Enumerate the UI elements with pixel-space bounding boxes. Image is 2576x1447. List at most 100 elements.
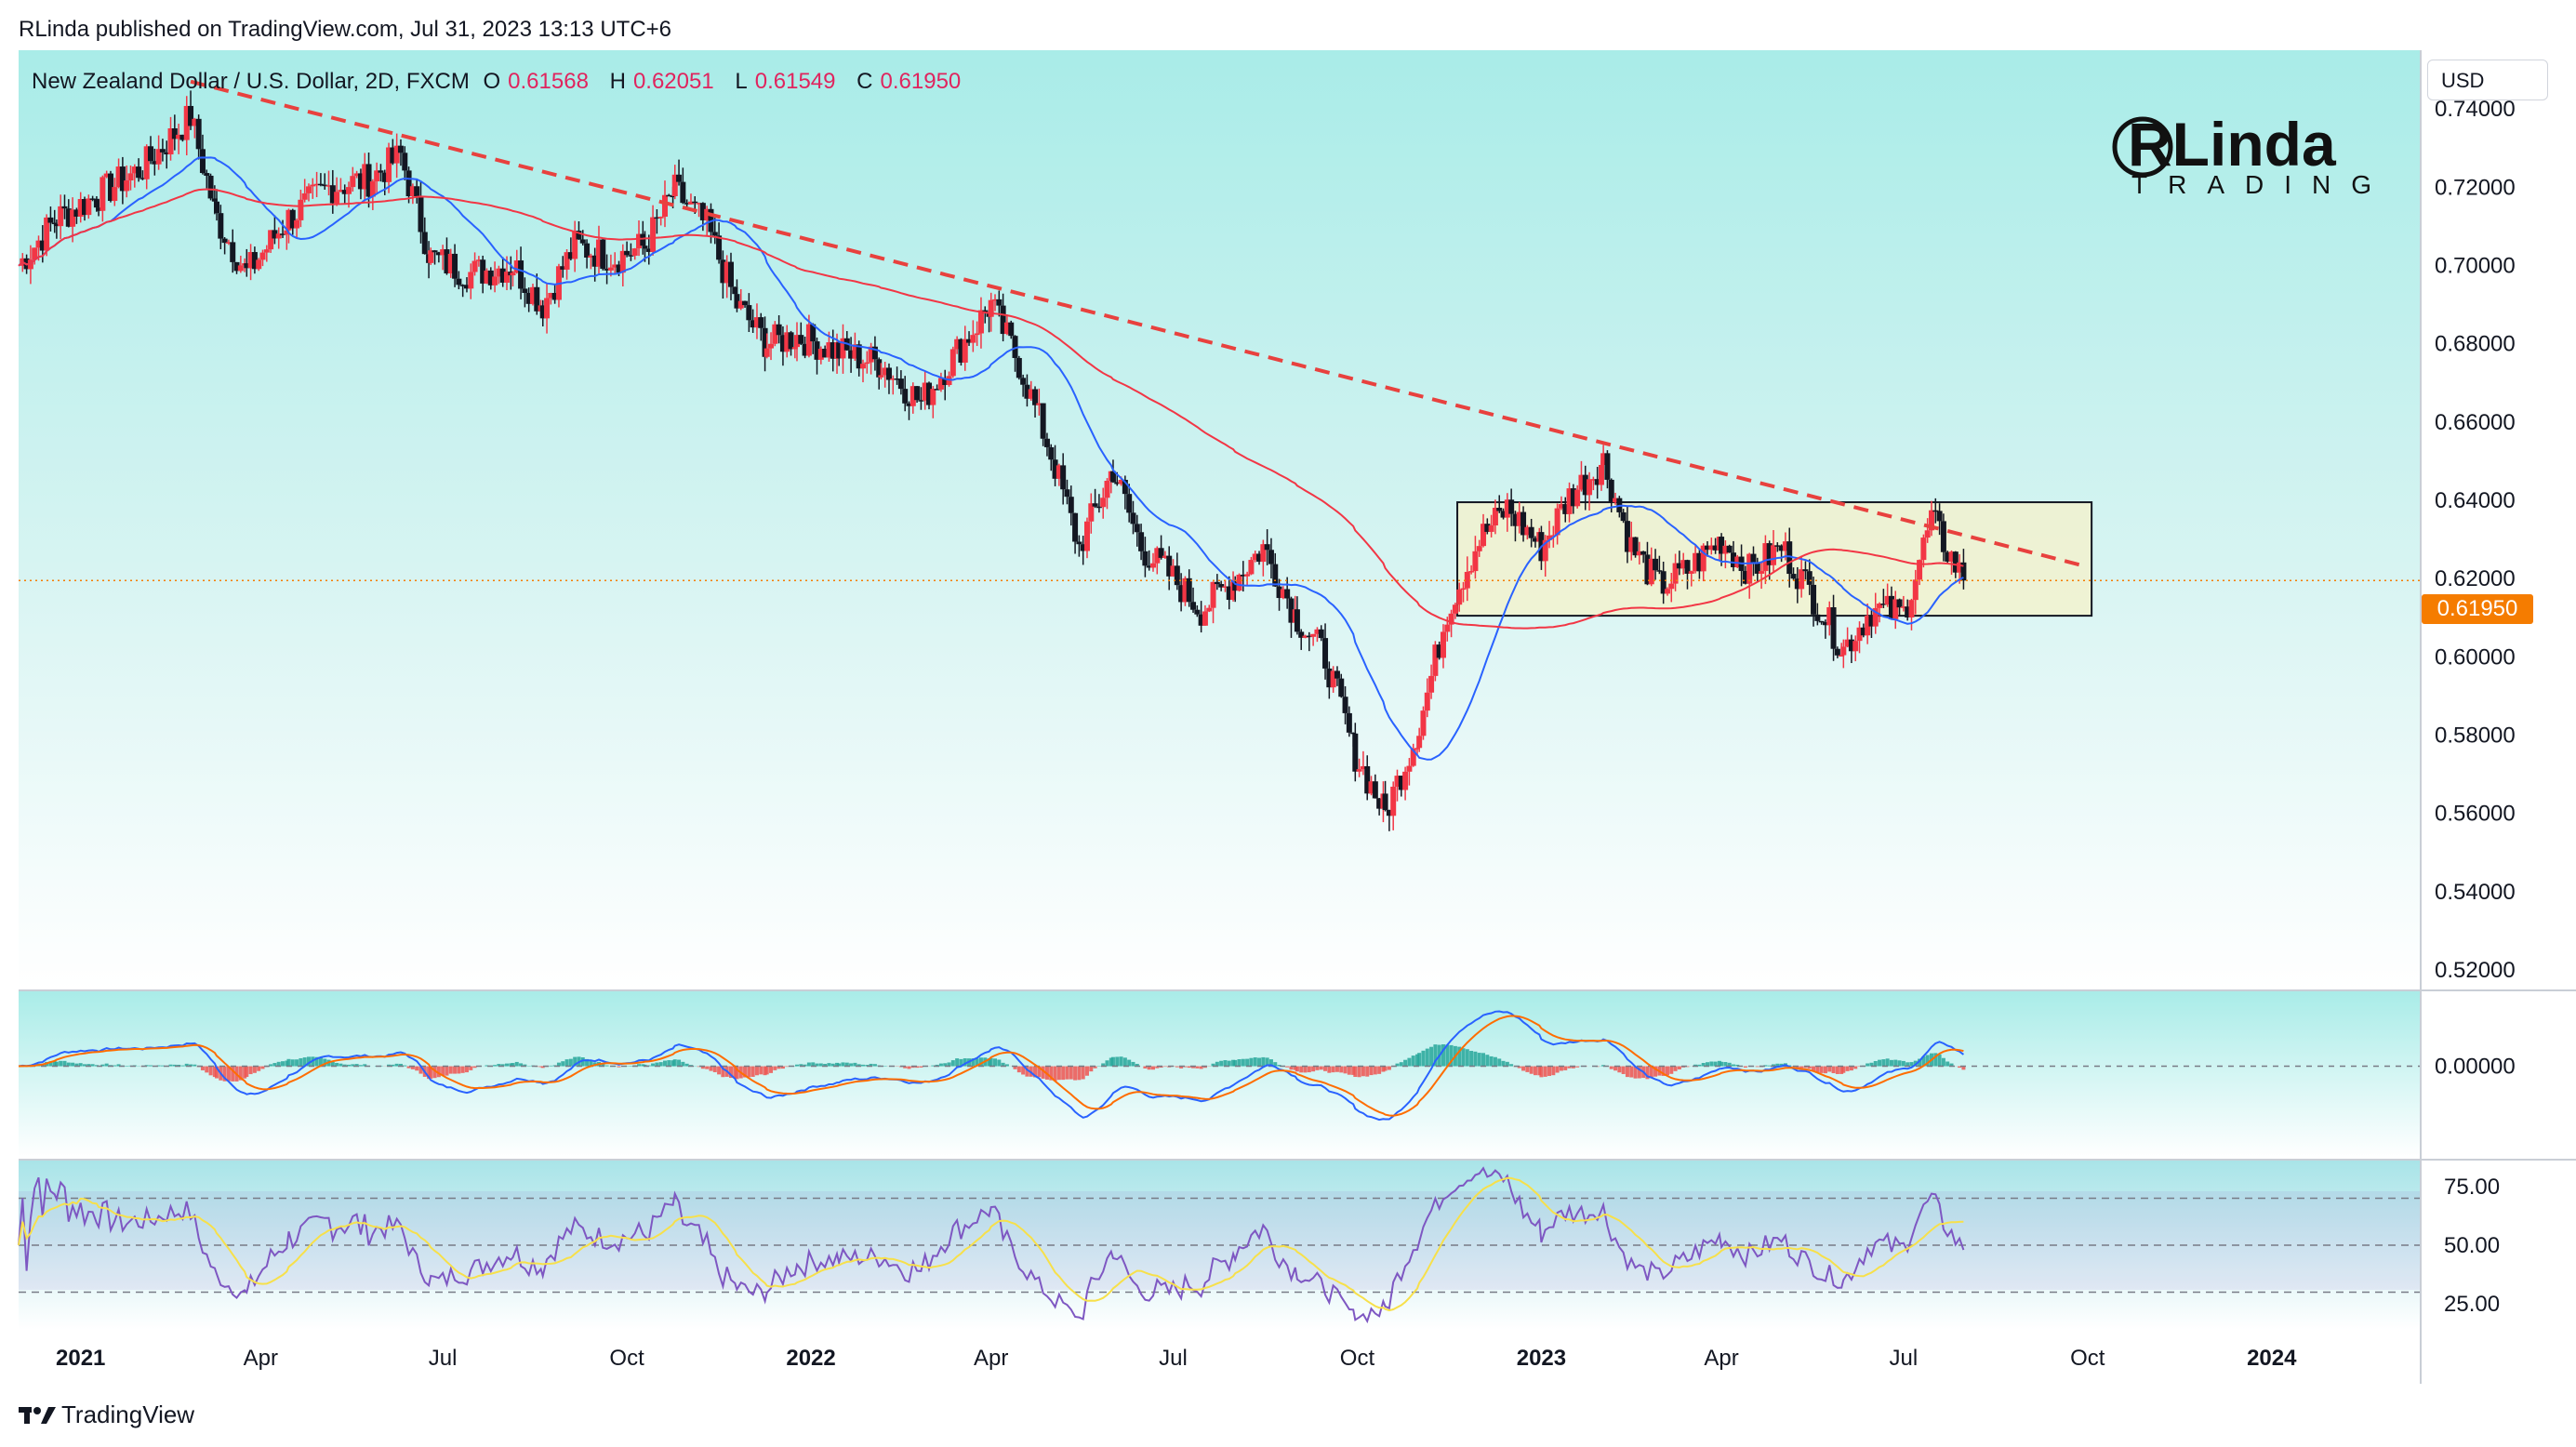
candle-body bbox=[233, 261, 240, 272]
candle-body bbox=[826, 342, 832, 358]
macd-histogram-bar bbox=[1285, 1066, 1290, 1068]
time-tick-label: Apr bbox=[1704, 1346, 1738, 1371]
candle-body bbox=[513, 260, 520, 273]
macd-histogram-bar bbox=[1109, 1057, 1113, 1067]
candle-body bbox=[1452, 604, 1458, 614]
candle-body bbox=[1932, 510, 1939, 512]
macd-histogram-bar bbox=[269, 1064, 273, 1067]
tradingview-brand[interactable]: TradingView bbox=[19, 1401, 194, 1429]
macd-histogram-bar bbox=[1021, 1066, 1026, 1075]
macd-histogram-bar bbox=[1839, 1066, 1844, 1074]
macd-histogram-bar bbox=[1918, 1058, 1922, 1067]
macd-histogram-bar bbox=[662, 1060, 667, 1067]
candle-body bbox=[27, 259, 33, 270]
candle-body bbox=[876, 359, 883, 378]
macd-histogram-bar bbox=[568, 1058, 573, 1067]
candle-body bbox=[1566, 488, 1573, 514]
candle-body bbox=[1390, 786, 1397, 816]
candle-body bbox=[567, 252, 574, 259]
macd-histogram-bar bbox=[1445, 1044, 1450, 1067]
macd-histogram-bar bbox=[1105, 1060, 1109, 1067]
candle-body bbox=[1230, 581, 1237, 601]
macd-histogram-bar bbox=[441, 1066, 445, 1076]
macd-histogram-bar bbox=[1343, 1066, 1348, 1074]
candle-body bbox=[1547, 535, 1553, 540]
macd-histogram-bar bbox=[1723, 1062, 1728, 1067]
price-axis[interactable] bbox=[2422, 50, 2576, 1384]
candle-body bbox=[1236, 574, 1242, 591]
macd-histogram-bar bbox=[672, 1059, 677, 1067]
macd-histogram-bar bbox=[104, 1063, 109, 1067]
macd-histogram-bar bbox=[637, 1064, 642, 1067]
candle-body bbox=[1542, 539, 1548, 562]
candle-body bbox=[1516, 511, 1522, 526]
macd-histogram-bar bbox=[915, 1066, 920, 1069]
time-axis[interactable] bbox=[19, 1332, 2420, 1384]
currency-button[interactable]: USD bbox=[2427, 60, 2548, 100]
candle-body bbox=[1802, 569, 1809, 572]
candle-body bbox=[534, 286, 540, 312]
candle-body bbox=[805, 324, 812, 356]
candle-body bbox=[1590, 479, 1597, 481]
candle-body bbox=[1554, 508, 1560, 536]
logo-text-line1: RLinda bbox=[2128, 110, 2337, 179]
candle-body bbox=[1656, 570, 1663, 572]
macd-histogram-bar bbox=[1127, 1059, 1132, 1067]
candle-body bbox=[746, 305, 752, 321]
candle-body bbox=[1214, 581, 1220, 585]
candle-body bbox=[852, 344, 858, 359]
macd-histogram-bar bbox=[818, 1063, 823, 1067]
macd-pane[interactable] bbox=[19, 991, 2420, 1158]
macd-histogram-bar bbox=[601, 1064, 605, 1067]
macd-histogram-bar bbox=[1559, 1066, 1563, 1071]
macd-histogram-bar bbox=[907, 1066, 911, 1069]
macd-histogram-bar bbox=[406, 1066, 411, 1069]
candle-body bbox=[275, 233, 282, 239]
candle-body bbox=[1142, 551, 1149, 566]
candle-body bbox=[1908, 600, 1915, 617]
time-tick-label: 2023 bbox=[1517, 1346, 1566, 1371]
candle-body bbox=[353, 173, 360, 177]
candle-body bbox=[1742, 570, 1748, 584]
candle-body bbox=[548, 292, 554, 299]
candle-body bbox=[1668, 583, 1675, 590]
price-tick-label: 0.60000 bbox=[2435, 644, 2516, 670]
macd-histogram-bar bbox=[1383, 1066, 1388, 1071]
candle-body bbox=[1578, 474, 1585, 490]
macd-histogram-bar bbox=[1219, 1060, 1224, 1067]
macd-histogram-bar bbox=[469, 1066, 473, 1070]
candle-body bbox=[393, 145, 400, 164]
macd-histogram-bar bbox=[963, 1058, 967, 1067]
candle-body bbox=[357, 173, 364, 190]
candle-body bbox=[1174, 565, 1180, 586]
candle-body bbox=[1705, 545, 1711, 551]
candle-body bbox=[35, 240, 42, 248]
candle-body bbox=[428, 250, 434, 263]
macd-histogram-bar bbox=[641, 1064, 645, 1067]
macd-histogram-bar bbox=[1775, 1063, 1780, 1067]
macd-histogram-bar bbox=[149, 1065, 153, 1067]
macd-histogram-bar bbox=[1669, 1066, 1674, 1074]
candle-body bbox=[779, 335, 786, 352]
macd-histogram-bar bbox=[978, 1057, 983, 1067]
candle-body bbox=[1860, 627, 1866, 636]
candle-body bbox=[496, 268, 502, 277]
macd-line bbox=[18, 1010, 1964, 1122]
candle-body bbox=[962, 339, 968, 363]
macd-histogram-bar bbox=[1135, 1063, 1139, 1067]
macd-histogram-bar bbox=[1841, 1066, 1846, 1073]
macd-histogram-bar bbox=[1901, 1060, 1905, 1067]
macd-histogram-bar bbox=[1110, 1056, 1115, 1067]
candle-body bbox=[143, 146, 150, 179]
candle-body bbox=[317, 183, 324, 186]
macd-histogram-bar bbox=[1533, 1066, 1537, 1076]
candle-body bbox=[1240, 574, 1246, 577]
candle-body bbox=[958, 339, 964, 363]
price-tick-label: 0.58000 bbox=[2435, 723, 2516, 748]
candle-body bbox=[687, 201, 694, 205]
candle-body bbox=[1636, 551, 1642, 556]
macd-histogram-bar bbox=[1685, 1066, 1690, 1068]
candle-body bbox=[325, 185, 332, 187]
candle-body bbox=[1472, 551, 1479, 572]
